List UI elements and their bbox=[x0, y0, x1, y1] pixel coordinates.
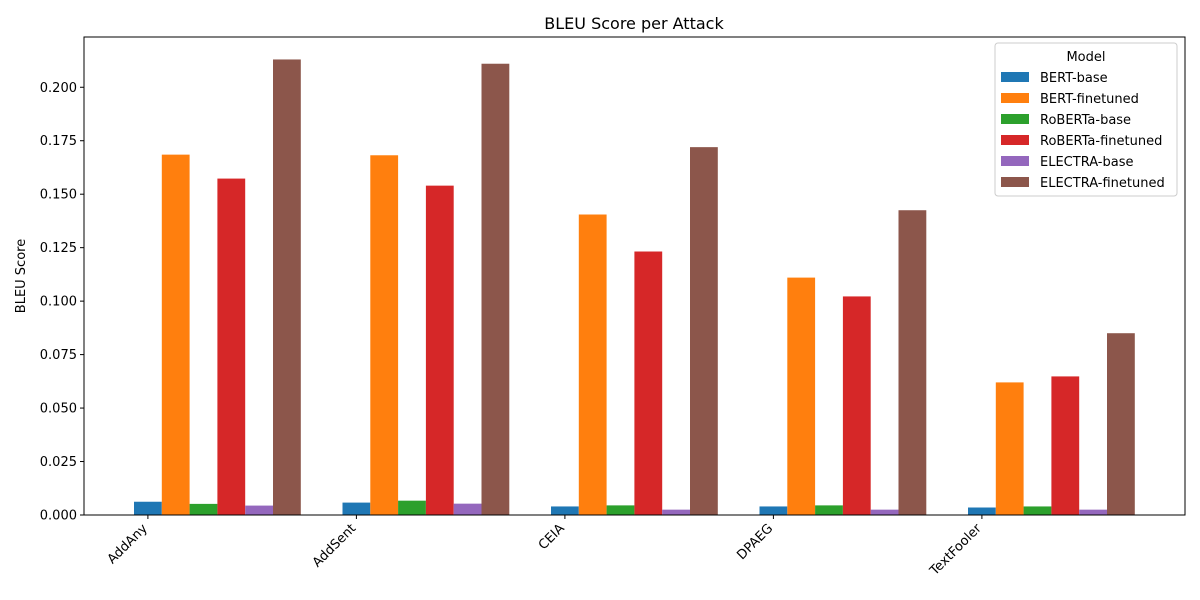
bars-group bbox=[134, 59, 1135, 516]
bar-roberta-base-textfooler bbox=[1023, 506, 1052, 515]
y-tick-label: 0.025 bbox=[40, 455, 77, 470]
bar-bert-base-ceia bbox=[551, 506, 579, 515]
legend-swatch bbox=[1001, 156, 1029, 166]
bar-bert-base-textfooler bbox=[968, 507, 996, 515]
y-tick-label: 0.000 bbox=[40, 509, 77, 524]
y-tick-label: 0.075 bbox=[40, 348, 77, 363]
y-tick-label: 0.100 bbox=[40, 295, 77, 310]
bar-roberta-finetuned-textfooler bbox=[1051, 376, 1080, 515]
bar-electra-finetuned-dpaeg bbox=[898, 210, 927, 516]
bar-bert-base-addsent bbox=[342, 502, 371, 515]
bar-roberta-finetuned-dpaeg bbox=[842, 296, 871, 515]
y-tick-label: 0.200 bbox=[40, 81, 77, 96]
bar-bert-finetuned-addsent bbox=[370, 155, 399, 515]
legend-label: BERT-finetuned bbox=[1040, 92, 1139, 107]
legend-title: Model bbox=[1066, 50, 1105, 65]
bar-electra-finetuned-textfooler bbox=[1107, 333, 1135, 515]
legend-swatch bbox=[1001, 93, 1029, 103]
bar-electra-base-ceia bbox=[662, 509, 690, 515]
bar-roberta-base-addany bbox=[189, 503, 218, 515]
bar-electra-finetuned-addsent bbox=[481, 63, 510, 515]
legend-swatch bbox=[1001, 114, 1029, 124]
legend: Model BERT-base BERT-finetuned RoBERTa-base… bbox=[994, 42, 1178, 197]
y-axis-title: BLEU Score bbox=[14, 239, 29, 313]
legend-label: RoBERTa-finetuned bbox=[1040, 134, 1162, 149]
bar-bert-base-addany bbox=[134, 501, 162, 515]
legend-label: ELECTRA-base bbox=[1040, 155, 1133, 170]
bar-bert-finetuned-addany bbox=[161, 154, 190, 515]
y-tick-label: 0.150 bbox=[40, 188, 77, 203]
legend-swatch bbox=[1001, 177, 1029, 187]
bar-roberta-base-ceia bbox=[606, 505, 635, 515]
bar-roberta-base-addsent bbox=[398, 500, 426, 515]
bar-electra-base-addsent bbox=[453, 503, 482, 515]
y-axis: 0.000 0.025 0.050 0.075 0.100 0.125 0.150 0.175… bbox=[40, 81, 84, 524]
bar-electra-finetuned-ceia bbox=[690, 147, 718, 515]
bar-roberta-finetuned-ceia bbox=[634, 251, 663, 515]
legend-swatch bbox=[1001, 72, 1029, 82]
chart-title: BLEU Score per Attack bbox=[544, 14, 724, 33]
bar-electra-base-addany bbox=[245, 505, 273, 515]
legend-label: BERT-base bbox=[1040, 71, 1108, 86]
bar-electra-base-dpaeg bbox=[870, 509, 899, 515]
bar-electra-base-textfooler bbox=[1079, 509, 1107, 515]
plot-frame bbox=[83, 36, 1186, 516]
legend-swatch bbox=[1001, 135, 1029, 145]
y-tick-label: 0.175 bbox=[40, 134, 77, 149]
bar-roberta-base-dpaeg bbox=[815, 505, 843, 515]
bar-roberta-finetuned-addsent bbox=[425, 185, 454, 515]
y-tick-label: 0.050 bbox=[40, 402, 77, 417]
legend-box bbox=[994, 42, 1178, 197]
bar-bert-finetuned-dpaeg bbox=[787, 277, 816, 515]
bar-bert-finetuned-textfooler bbox=[995, 382, 1024, 515]
bar-roberta-finetuned-addany bbox=[217, 178, 246, 515]
legend-label: RoBERTa-base bbox=[1040, 113, 1131, 128]
y-tick-label: 0.125 bbox=[40, 241, 77, 256]
legend-label: ELECTRA-finetuned bbox=[1040, 176, 1165, 191]
bar-bert-base-dpaeg bbox=[759, 506, 788, 515]
bar-electra-finetuned-addany bbox=[273, 59, 301, 516]
bar-bert-finetuned-ceia bbox=[578, 214, 607, 515]
